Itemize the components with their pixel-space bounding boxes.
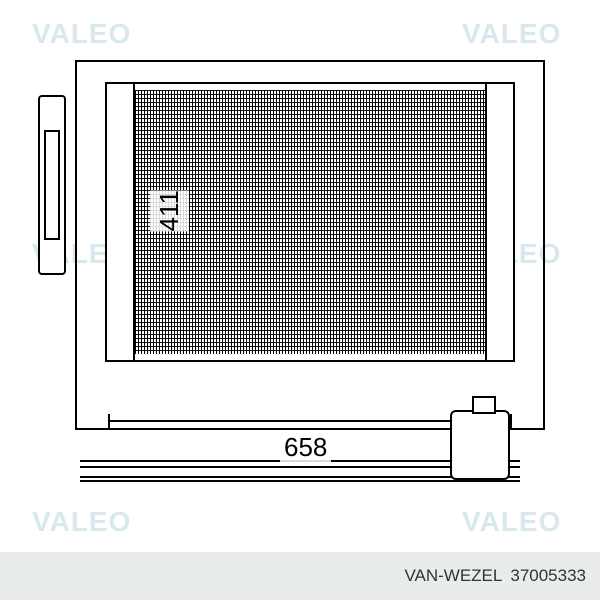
right-fitting (450, 410, 510, 480)
watermark: VALEO (32, 506, 131, 538)
watermark: VALEO (462, 18, 561, 50)
brand-label: VAN-WEZEL (404, 566, 502, 586)
width-dim-tick-left (108, 414, 110, 428)
footer-bar: VAN-WEZEL 37005333 (0, 552, 600, 600)
height-dimension: 411 (150, 190, 189, 231)
left-tube-body (44, 130, 60, 240)
watermark: VALEO (462, 506, 561, 538)
part-number: 37005333 (510, 566, 586, 586)
width-dimension: 658 (280, 432, 331, 463)
right-fitting-nut (472, 396, 496, 414)
width-dim-tick-right (510, 414, 512, 428)
watermark: VALEO (32, 18, 131, 50)
